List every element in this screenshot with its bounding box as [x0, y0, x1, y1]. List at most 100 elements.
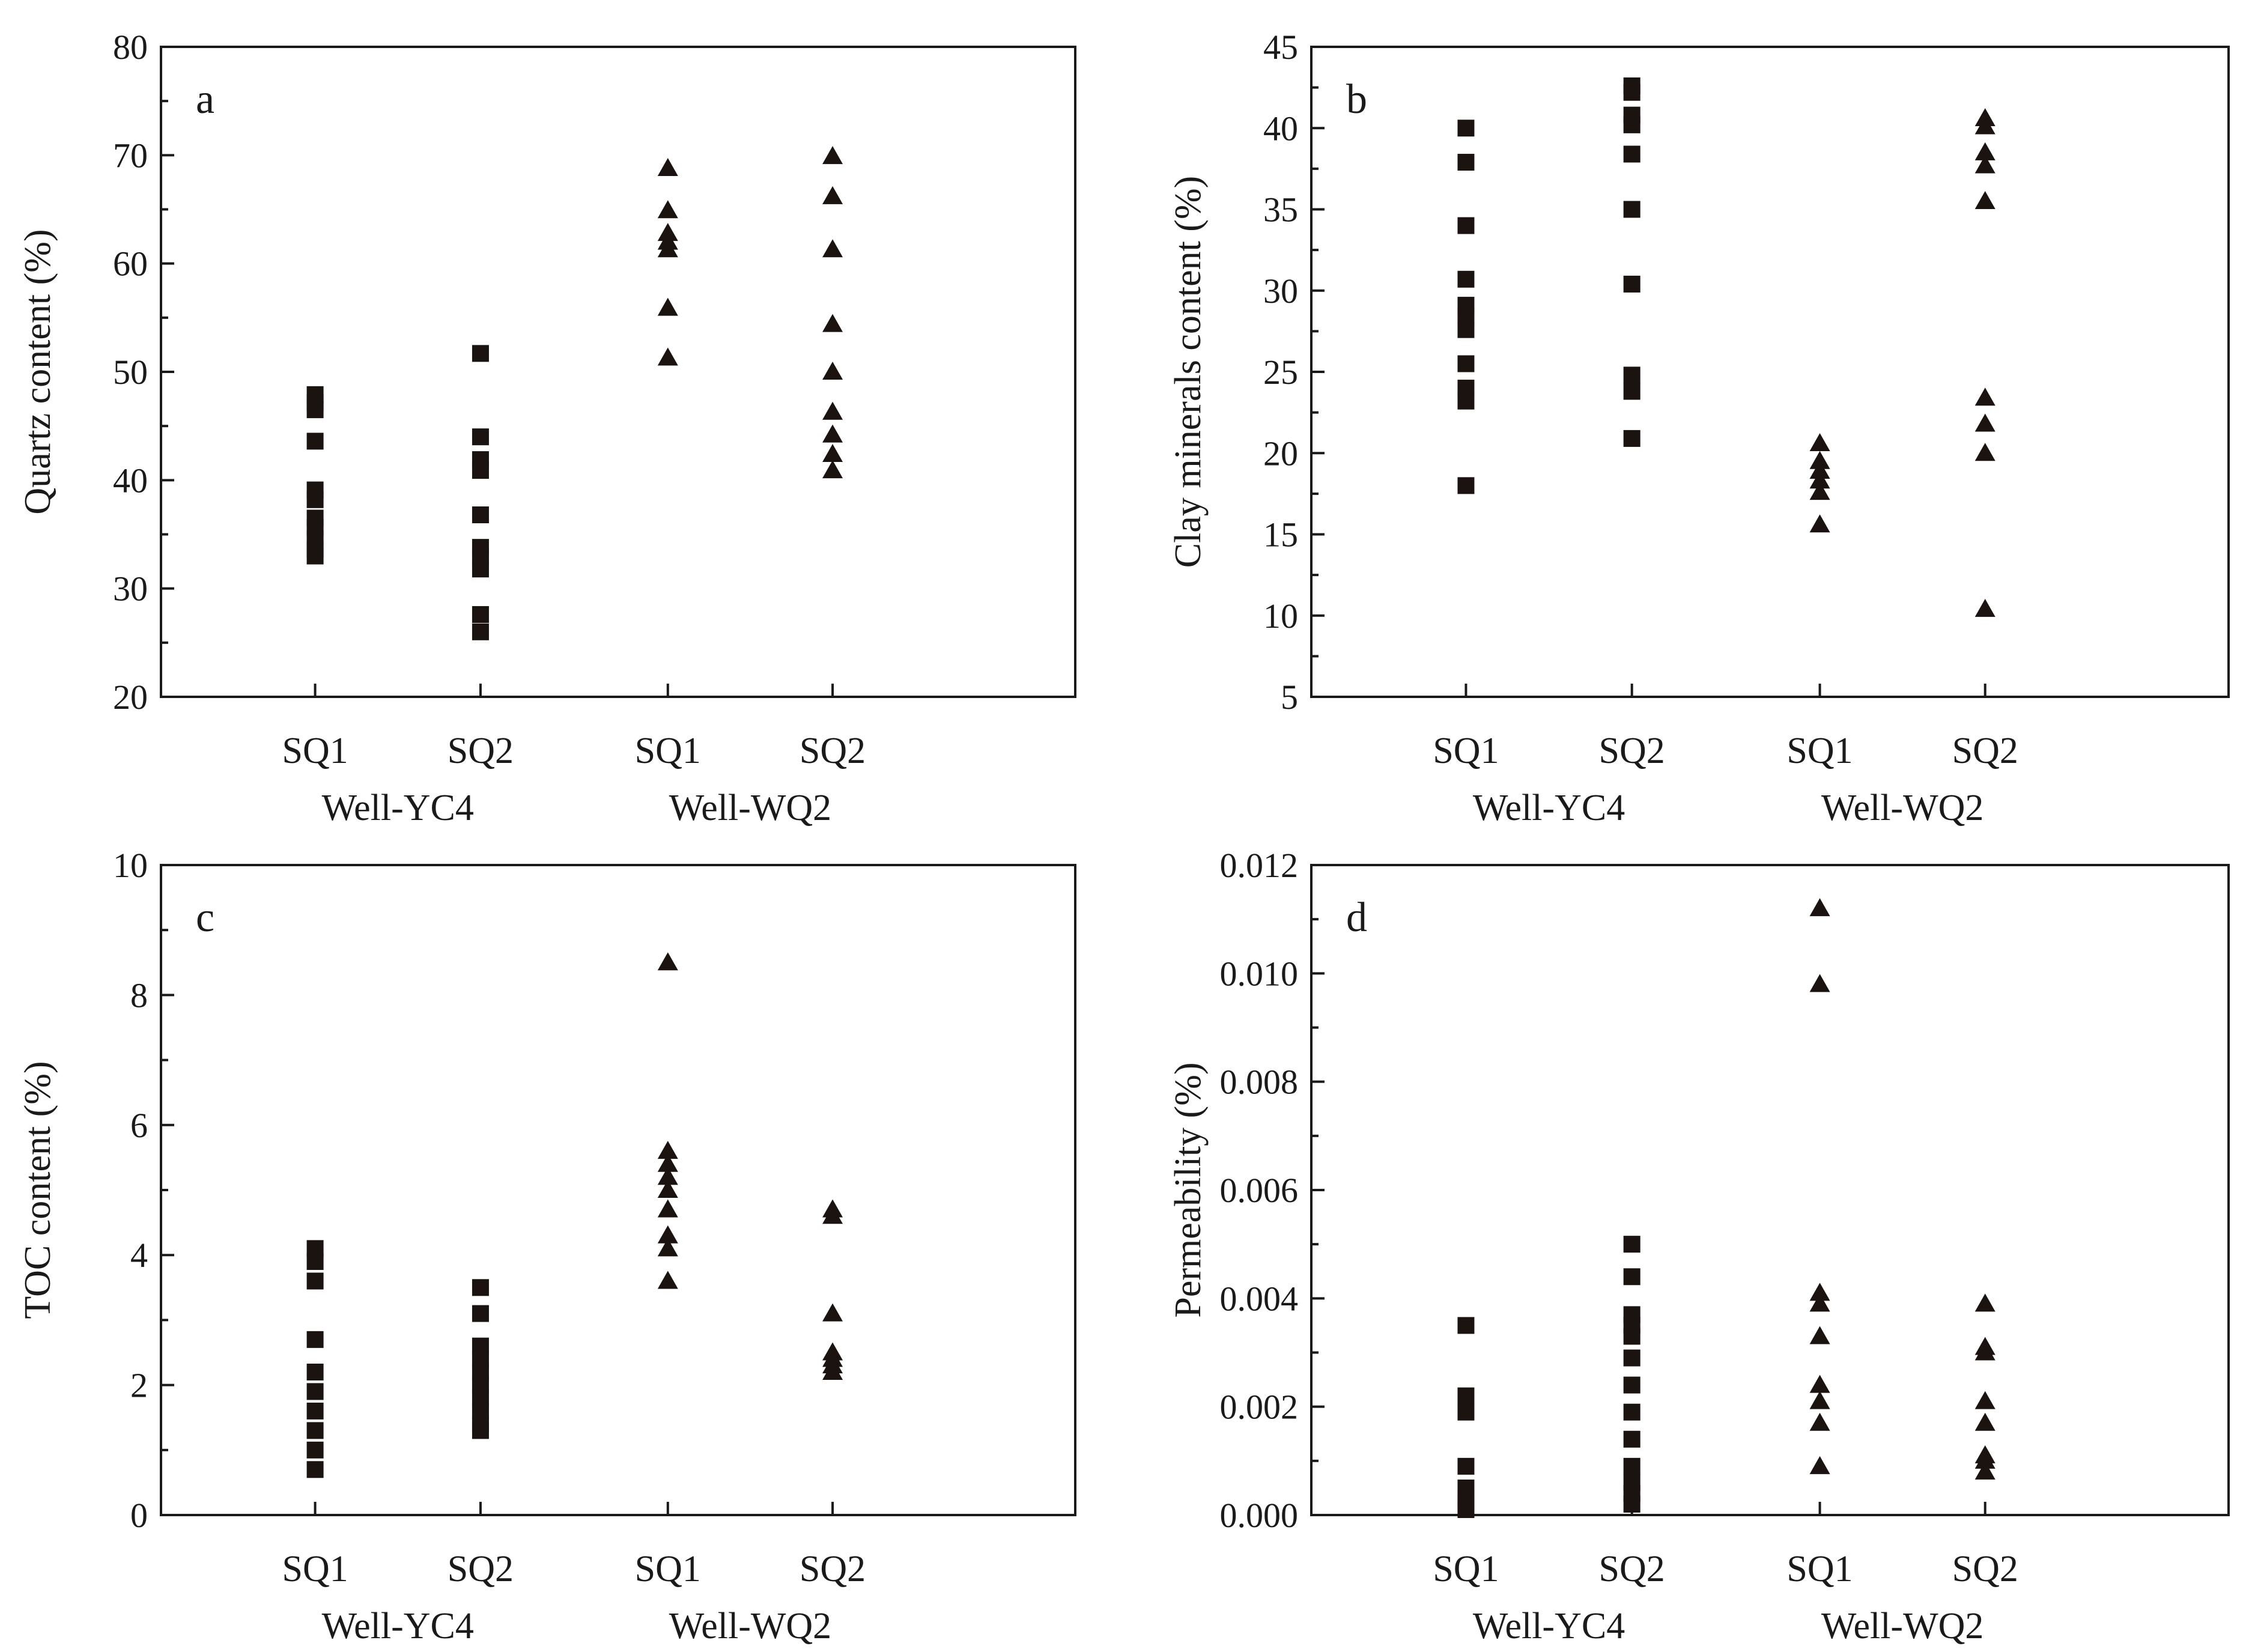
data-point-triangle	[1974, 190, 1995, 209]
y-tick-label: 80	[113, 28, 148, 67]
data-point-square	[1623, 366, 1640, 384]
data-point-square	[306, 1253, 324, 1271]
data-point-triangle	[1974, 155, 1995, 174]
data-point-triangle	[657, 347, 678, 366]
y-axis-title: TOC content (%)	[17, 1061, 58, 1319]
data-point-square	[306, 547, 324, 565]
data-point-square	[1457, 321, 1475, 338]
data-point-square	[306, 401, 324, 419]
data-point-square	[306, 433, 324, 450]
data-point-triangle	[657, 1199, 678, 1218]
plot-frame	[1310, 864, 2230, 1516]
y-tick-label: 35	[1263, 190, 1298, 229]
data-point-triangle	[822, 401, 843, 420]
panel-letter: c	[196, 894, 214, 941]
data-point-square	[1457, 392, 1475, 410]
plot-frame	[160, 46, 1076, 698]
y-tick-label: 70	[113, 136, 148, 175]
panel-a: 20 30 40 50 60 70 80 SQ1 SQ2 Well-YC4 SQ1 SQ2 Well-W…	[17, 28, 1076, 828]
data-point-square	[1623, 116, 1640, 133]
data-point-triangle	[822, 239, 843, 258]
data-point-square	[472, 428, 489, 446]
data-point-triangle	[822, 146, 843, 165]
panel-letter: d	[1346, 894, 1367, 941]
category-label: SQ2	[1952, 730, 2018, 771]
data-point-square	[306, 1402, 324, 1420]
data-point-triangle	[1974, 142, 1995, 160]
y-tick-label: 0.008	[1220, 1063, 1299, 1102]
y-tick-label: 0	[130, 1496, 148, 1535]
data-point-square	[472, 1305, 489, 1322]
y-tick-label: 15	[1263, 515, 1298, 554]
data-point-triangle	[822, 362, 843, 380]
data-point-triangle	[1974, 387, 1995, 406]
data-point-triangle	[1809, 1374, 1830, 1393]
data-point-triangle	[1809, 482, 1830, 500]
data-point-square	[1623, 84, 1640, 101]
category-label: SQ1	[635, 1549, 701, 1590]
data-point-triangle	[1809, 461, 1830, 479]
data-point-square	[1623, 201, 1640, 218]
data-point-triangle	[822, 186, 843, 204]
y-tick-label: 10	[113, 846, 148, 885]
category-label: SQ2	[800, 730, 866, 771]
data-point-square	[1623, 1430, 1640, 1448]
data-point-square	[306, 1441, 324, 1459]
data-point-triangle	[1974, 1461, 1995, 1480]
data-point-square	[306, 1331, 324, 1348]
data-point-triangle	[1974, 1342, 1995, 1361]
y-axis-title: Quartz content (%)	[17, 229, 58, 514]
group-label: Well-YC4	[1473, 788, 1625, 828]
data-point-square	[1457, 217, 1475, 234]
data-point-square	[1457, 1403, 1475, 1421]
data-point-square	[1623, 1376, 1640, 1394]
plot-frame	[160, 864, 1076, 1516]
data-point-triangle	[1809, 1283, 1830, 1301]
group-label: Well-WQ2	[669, 1606, 831, 1647]
data-point-square	[1623, 1403, 1640, 1421]
data-point-triangle	[1974, 1412, 1995, 1431]
data-point-triangle	[1809, 470, 1830, 489]
data-point-square	[306, 1272, 324, 1290]
data-point-triangle	[1974, 116, 1995, 135]
data-point-square	[472, 623, 489, 640]
panel-d: 0.000 0.002 0.004 0.006 0.008 0.010 0.012 SQ1 SQ…	[1168, 846, 2230, 1647]
data-point-triangle	[1974, 1450, 1995, 1469]
data-point-triangle	[1809, 898, 1830, 917]
data-point-square	[1623, 1236, 1640, 1253]
data-point-triangle	[657, 200, 678, 219]
data-point-square	[472, 560, 489, 578]
data-point-square	[1623, 383, 1640, 400]
data-point-triangle	[1809, 1456, 1830, 1474]
data-point-square	[1457, 120, 1475, 137]
data-point-triangle	[822, 1303, 843, 1322]
data-point-triangle	[657, 1141, 678, 1159]
y-tick-label: 30	[113, 569, 148, 609]
y-tick-label: 0.006	[1220, 1171, 1299, 1210]
data-point-triangle	[657, 952, 678, 971]
plot-frame	[1310, 46, 2230, 698]
y-tick-label: 6	[130, 1106, 148, 1145]
group-label: Well-WQ2	[669, 788, 831, 828]
y-tick-label: 0.012	[1220, 846, 1299, 885]
data-point-square	[1457, 1457, 1475, 1475]
data-point-triangle	[822, 314, 843, 332]
category-label: SQ2	[1599, 730, 1665, 771]
category-label: SQ1	[1786, 730, 1853, 771]
data-point-triangle	[1809, 974, 1830, 992]
data-point-triangle	[1974, 413, 1995, 432]
y-tick-label: 5	[1281, 678, 1298, 717]
data-point-square	[1623, 145, 1640, 163]
data-point-triangle	[657, 1271, 678, 1289]
data-point-triangle	[657, 239, 678, 258]
category-label: SQ2	[1952, 1549, 2018, 1590]
data-point-triangle	[657, 157, 678, 176]
y-tick-label: 50	[113, 353, 148, 392]
y-axis-title: Permeability (%)	[1168, 1062, 1209, 1317]
y-tick-label: 20	[113, 678, 148, 717]
data-point-triangle	[822, 444, 843, 463]
category-label: SQ1	[635, 730, 701, 771]
data-point-square	[472, 1279, 489, 1296]
data-point-square	[1623, 275, 1640, 293]
